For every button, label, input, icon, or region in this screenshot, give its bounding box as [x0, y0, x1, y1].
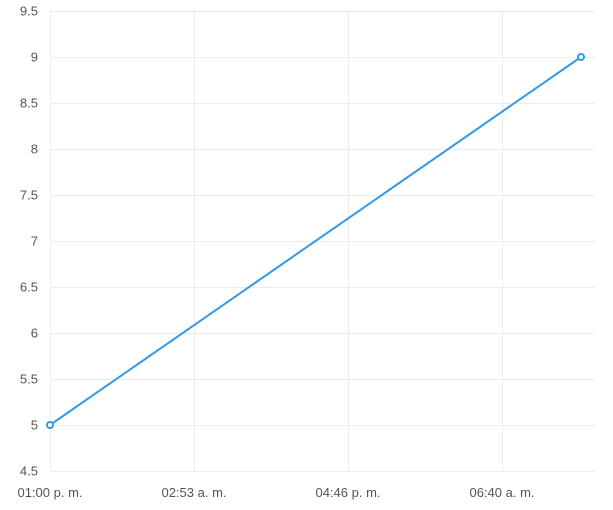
y-tick-label: 8	[31, 142, 38, 157]
y-tick-label: 4.5	[20, 464, 38, 479]
y-axis: 4.5 5 5.5 6 6.5 7 7.5 8 8.5 9 9.5	[20, 4, 38, 479]
x-axis: 01:00 p. m. 02:53 a. m. 04:46 p. m. 06:40 a…	[17, 485, 534, 500]
y-tick-label: 6.5	[20, 280, 38, 295]
data-point[interactable]	[46, 421, 54, 429]
x-tick-label: 06:40 a. m.	[469, 485, 534, 500]
x-tick-label: 04:46 p. m.	[315, 485, 380, 500]
y-tick-label: 5	[31, 418, 38, 433]
y-tick-label: 7.5	[20, 188, 38, 203]
y-tick-label: 9.5	[20, 4, 38, 19]
y-tick-label: 9	[31, 50, 38, 65]
x-tick-label: 01:00 p. m.	[17, 485, 82, 500]
series-layer	[46, 53, 585, 429]
y-tick-label: 8.5	[20, 96, 38, 111]
y-tick-label: 6	[31, 326, 38, 341]
grid	[50, 11, 595, 472]
x-tick-label: 02:53 a. m.	[161, 485, 226, 500]
y-tick-label: 5.5	[20, 372, 38, 387]
y-tick-label: 7	[31, 234, 38, 249]
data-point[interactable]	[577, 53, 585, 61]
series-line	[49, 56, 582, 426]
